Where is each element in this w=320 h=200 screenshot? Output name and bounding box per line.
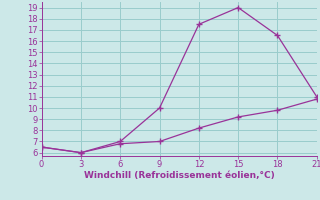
X-axis label: Windchill (Refroidissement éolien,°C): Windchill (Refroidissement éolien,°C) (84, 171, 275, 180)
